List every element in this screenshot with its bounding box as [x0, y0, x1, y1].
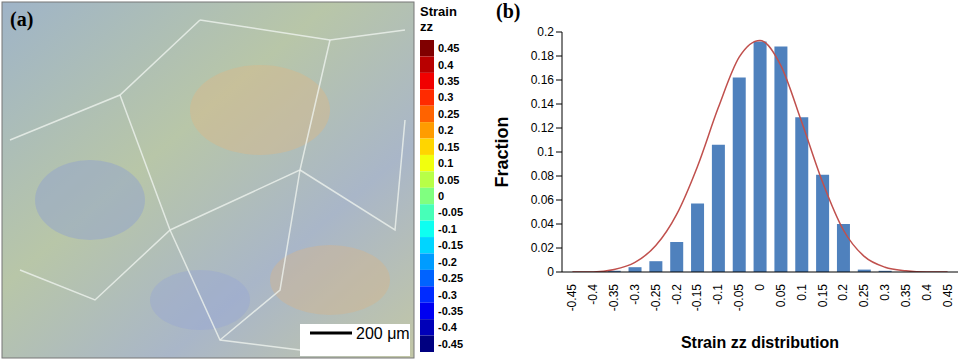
svg-text:0.4: 0.4: [920, 284, 934, 301]
svg-text:0.14: 0.14: [531, 97, 555, 111]
svg-text:0.15: 0.15: [816, 284, 830, 308]
svg-text:-0.15: -0.15: [438, 239, 463, 251]
svg-text:0.45: 0.45: [438, 42, 459, 54]
svg-text:-0.4: -0.4: [586, 284, 600, 305]
svg-text:0.16: 0.16: [531, 73, 555, 87]
svg-text:0.4: 0.4: [438, 59, 454, 71]
svg-text:0.45: 0.45: [941, 284, 955, 308]
svg-text:0.3: 0.3: [878, 284, 892, 301]
svg-text:-0.1: -0.1: [438, 223, 457, 235]
svg-text:0.04: 0.04: [531, 217, 555, 231]
svg-text:-0.35: -0.35: [607, 284, 621, 312]
svg-text:-0.25: -0.25: [438, 272, 463, 284]
svg-text:0.1: 0.1: [438, 157, 453, 169]
svg-text:Strain: Strain: [420, 4, 457, 19]
svg-text:0.3: 0.3: [438, 91, 453, 103]
svg-text:0.18: 0.18: [531, 49, 555, 63]
svg-text:-0.05: -0.05: [438, 206, 463, 218]
svg-text:0: 0: [438, 190, 444, 202]
svg-text:0.2: 0.2: [836, 284, 850, 301]
svg-text:0: 0: [547, 265, 554, 279]
svg-text:-0.45: -0.45: [438, 338, 463, 350]
svg-text:0.1: 0.1: [537, 145, 554, 159]
svg-text:0.05: 0.05: [774, 284, 788, 308]
svg-text:(a): (a): [10, 8, 33, 31]
svg-text:-0.45: -0.45: [565, 284, 579, 312]
svg-text:0.15: 0.15: [438, 141, 459, 153]
svg-text:0.2: 0.2: [537, 25, 554, 39]
svg-text:0.02: 0.02: [531, 241, 555, 255]
svg-text:-0.3: -0.3: [438, 289, 457, 301]
svg-text:0.35: 0.35: [899, 284, 913, 308]
svg-text:0.35: 0.35: [438, 75, 459, 87]
svg-text:-0.25: -0.25: [649, 284, 663, 312]
svg-text:-0.4: -0.4: [438, 321, 458, 333]
svg-text:-0.05: -0.05: [732, 284, 746, 312]
svg-text:Strain zz distribution: Strain zz distribution: [681, 334, 839, 351]
svg-text:200 μm: 200 μm: [356, 325, 410, 342]
svg-text:-0.1: -0.1: [711, 284, 725, 305]
svg-text:0: 0: [753, 284, 767, 291]
svg-text:0.25: 0.25: [857, 284, 871, 308]
svg-text:zz: zz: [420, 19, 434, 34]
svg-text:0.06: 0.06: [531, 193, 555, 207]
svg-text:-0.35: -0.35: [438, 305, 463, 317]
svg-text:0.25: 0.25: [438, 108, 459, 120]
svg-text:-0.3: -0.3: [628, 284, 642, 305]
svg-text:0.2: 0.2: [438, 124, 453, 136]
svg-text:0.12: 0.12: [531, 121, 555, 135]
html-text:(b): (b): [496, 0, 521, 22]
svg-text:0.1: 0.1: [795, 284, 809, 301]
svg-text:-0.2: -0.2: [670, 284, 684, 305]
svg-text:-0.15: -0.15: [690, 284, 704, 312]
svg-text:Fraction: Fraction: [492, 116, 512, 187]
svg-text:-0.2: -0.2: [438, 256, 457, 268]
svg-text:0.08: 0.08: [531, 169, 555, 183]
svg-text:0.05: 0.05: [438, 174, 459, 186]
